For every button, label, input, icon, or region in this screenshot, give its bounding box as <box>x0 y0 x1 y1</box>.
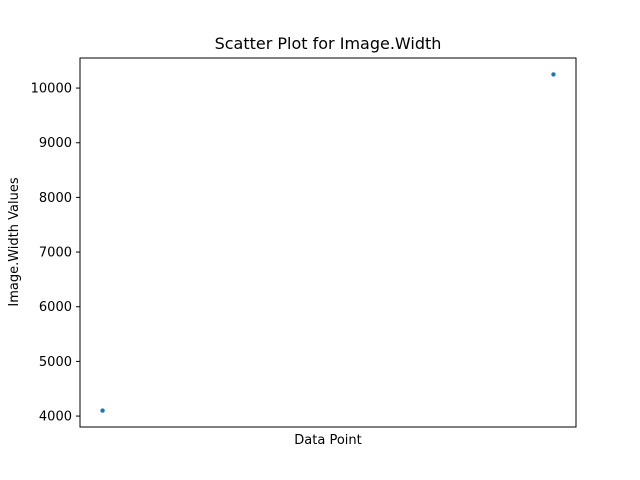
y-tick-label: 4000 <box>39 410 72 425</box>
y-tick-label: 7000 <box>39 246 72 261</box>
chart-title: Scatter Plot for Image.Width <box>215 34 442 53</box>
y-axis-ticks: 4000 5000 6000 7000 8000 9000 10000 <box>31 82 80 425</box>
y-tick-label: 8000 <box>39 191 72 206</box>
y-tick-label: 5000 <box>39 355 72 370</box>
scatter-point <box>100 408 105 413</box>
y-tick-label: 10000 <box>31 82 72 97</box>
x-axis-label: Data Point <box>294 433 361 448</box>
data-points <box>100 72 556 413</box>
plot-area <box>79 57 577 428</box>
y-tick-label: 6000 <box>39 300 72 315</box>
y-axis-label: Image.Width Values <box>7 177 22 306</box>
y-tick-label: 9000 <box>39 136 72 151</box>
scatter-point <box>551 72 556 77</box>
